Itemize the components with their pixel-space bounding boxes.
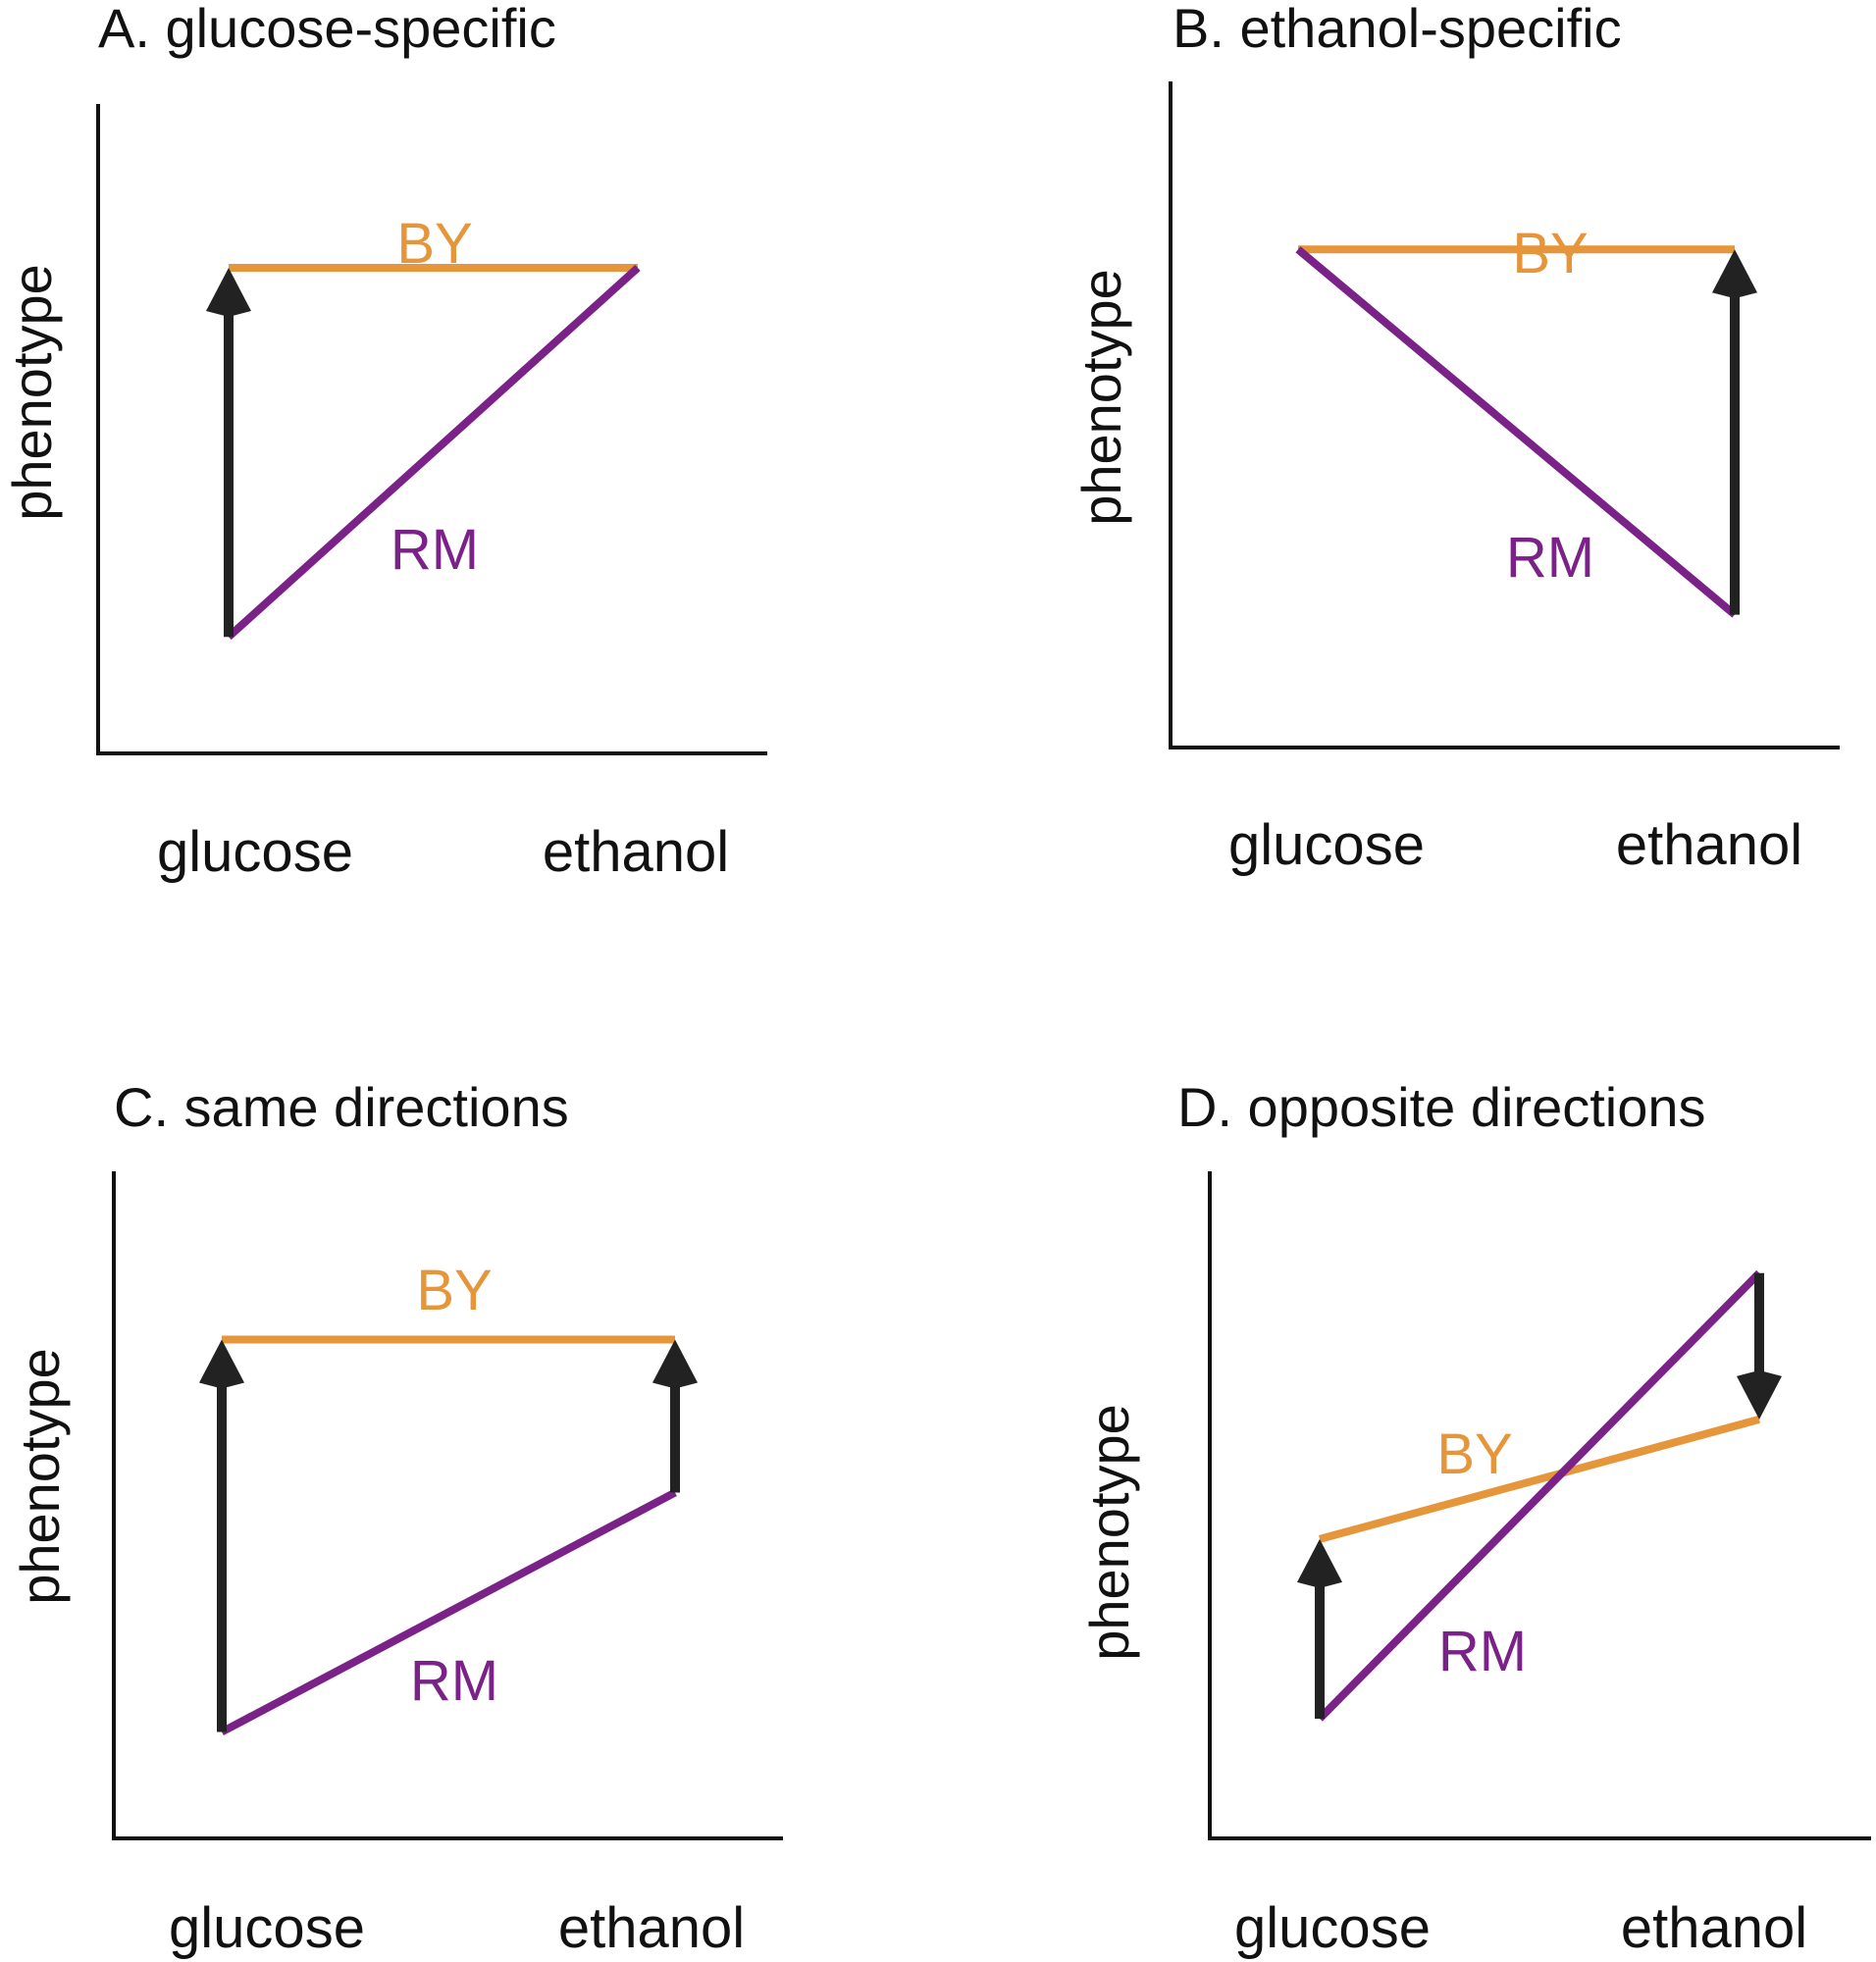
rm-label: RM — [1506, 526, 1594, 590]
axes — [96, 104, 767, 755]
by-line — [1318, 1416, 1761, 1543]
panel-a: A. glucose-specific phenotype glucose et… — [1, 0, 767, 884]
x-tick-label-ethanol: ethanol — [1616, 813, 1802, 877]
x-tick-label-ethanol: ethanol — [543, 820, 729, 884]
axes — [1169, 81, 1840, 749]
arrow-head — [1737, 1369, 1782, 1420]
x-tick-label-glucose: glucose — [169, 1896, 365, 1960]
x-tick-label-glucose: glucose — [157, 820, 353, 884]
panel-title: C. same directions — [114, 1076, 569, 1138]
by-label: BY — [1512, 222, 1588, 285]
axes — [112, 1171, 783, 1840]
arrow-ethanol — [1737, 1272, 1782, 1420]
rm-line — [220, 1488, 677, 1736]
y-axis-label: phenotype — [1, 264, 63, 521]
x-tick-label-glucose: glucose — [1228, 813, 1425, 877]
x-tick-label-glucose: glucose — [1234, 1896, 1431, 1960]
rm-label: RM — [391, 518, 479, 582]
arrow-head — [199, 1339, 244, 1389]
panel-title: A. glucose-specific — [98, 0, 556, 59]
arrow-glucose — [206, 268, 251, 638]
rm-line — [1317, 1269, 1762, 1722]
arrow-head — [1712, 249, 1757, 299]
x-tick-label-ethanol: ethanol — [558, 1896, 745, 1960]
y-axis-label: phenotype — [1078, 1404, 1140, 1661]
rm-line — [1295, 246, 1738, 618]
axes — [1208, 1171, 1871, 1840]
panel-b: B. ethanol-specific phenotype glucose et… — [1070, 0, 1840, 877]
panel-title: B. ethanol-specific — [1172, 0, 1622, 59]
arrow-glucose — [199, 1339, 244, 1732]
panel-title: D. opposite directions — [1177, 1076, 1706, 1138]
arrow-head — [1297, 1538, 1342, 1588]
arrow-ethanol — [652, 1339, 698, 1493]
rm-line — [226, 265, 641, 641]
panel-d: D. opposite directions phenotype glucose… — [1078, 1076, 1871, 1960]
x-tick-label-ethanol: ethanol — [1621, 1896, 1807, 1960]
by-label: BY — [1436, 1422, 1512, 1486]
arrow-ethanol — [1712, 249, 1757, 615]
panel-c: C. same directions phenotype glucose eth… — [9, 1076, 783, 1960]
arrow-glucose — [1297, 1538, 1342, 1719]
rm-label: RM — [410, 1649, 498, 1713]
by-label: BY — [416, 1259, 492, 1322]
arrow-head — [652, 1339, 698, 1389]
y-axis-label: phenotype — [1070, 269, 1132, 526]
rm-label: RM — [1438, 1620, 1527, 1683]
arrow-head — [206, 268, 251, 317]
by-label: BY — [396, 212, 472, 276]
y-axis-label: phenotype — [9, 1348, 71, 1605]
